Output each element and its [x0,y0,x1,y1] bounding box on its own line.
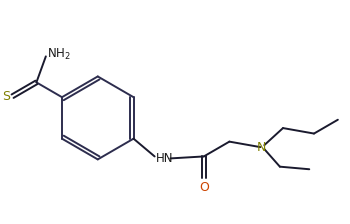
Text: HN: HN [156,152,173,165]
Text: NH$_2$: NH$_2$ [47,47,71,62]
Text: S: S [2,90,10,103]
Text: O: O [199,181,209,194]
Text: N: N [257,141,266,154]
